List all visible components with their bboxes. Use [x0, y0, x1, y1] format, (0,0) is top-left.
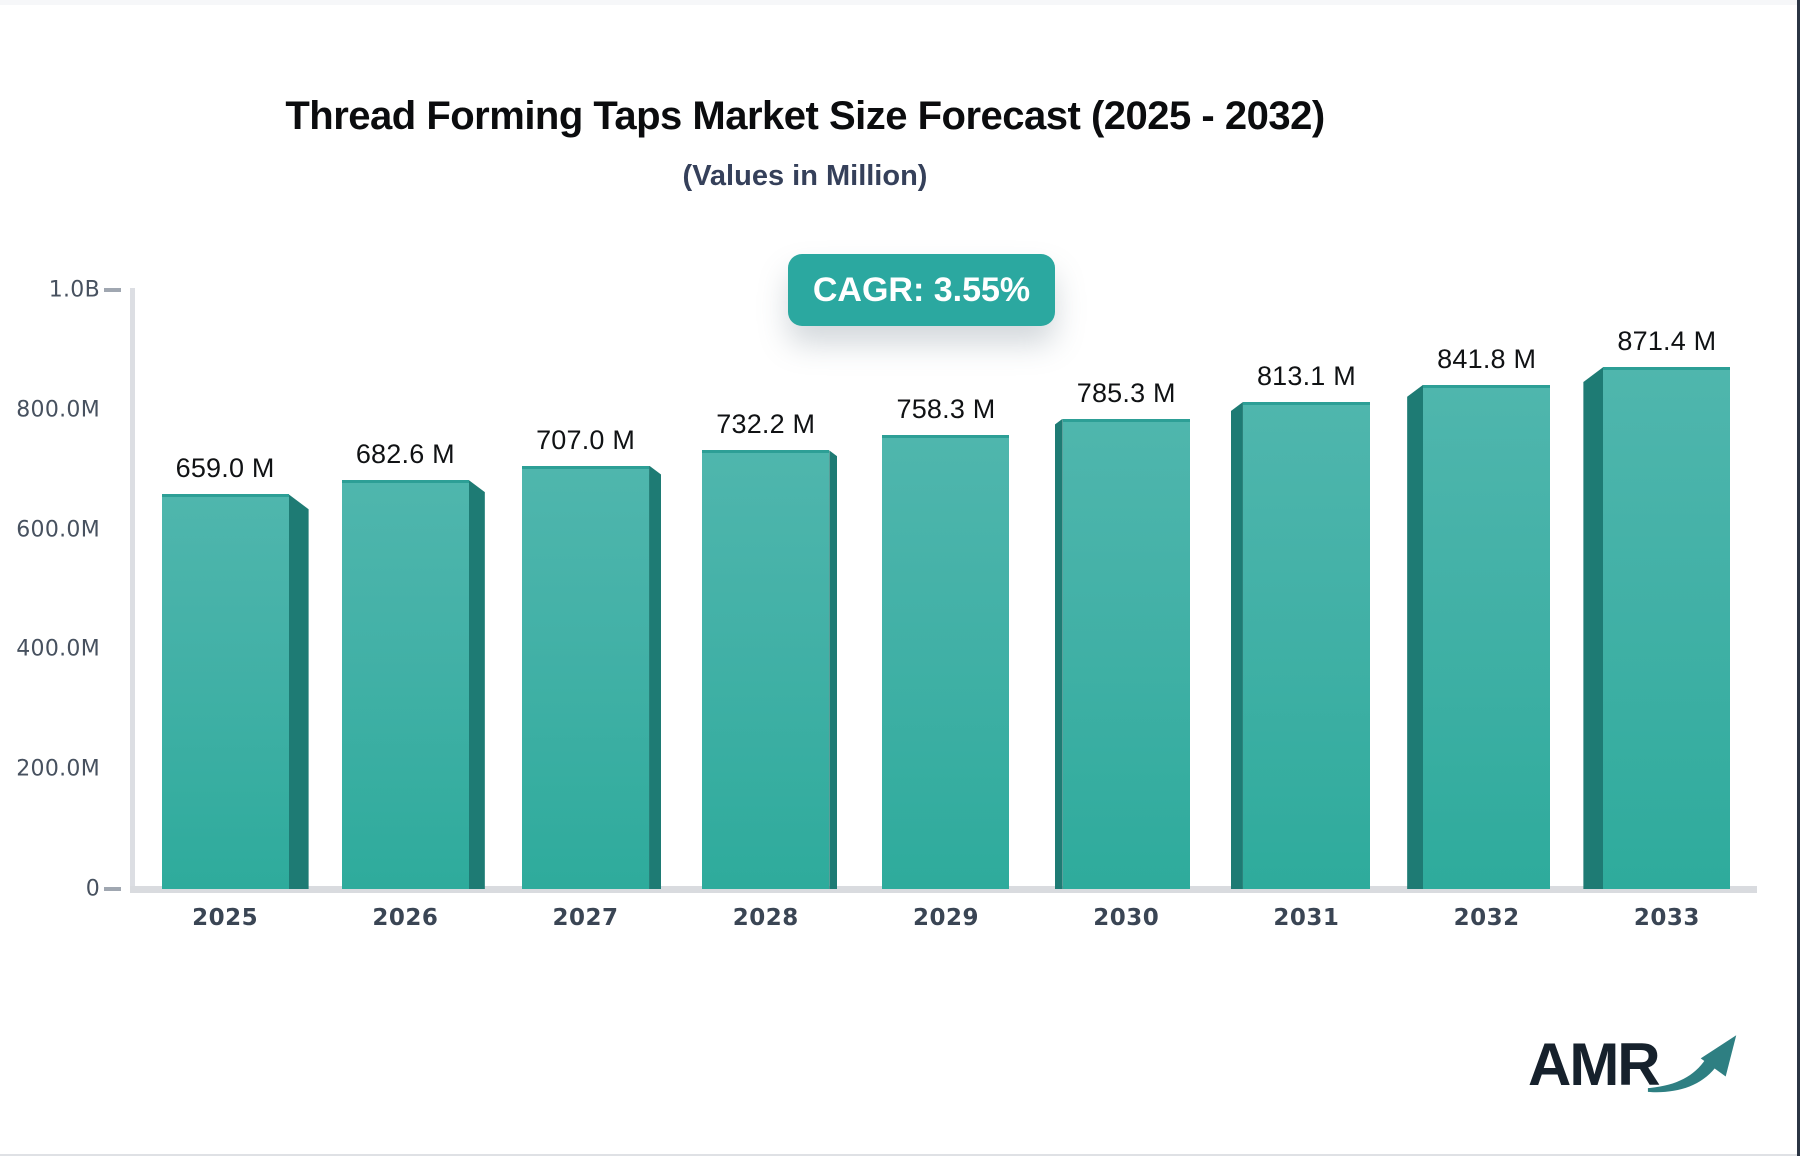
bar-value-label: 707.0 M	[536, 424, 636, 455]
x-axis-label: 2030	[1093, 905, 1160, 931]
x-axis-label: 2026	[372, 905, 439, 931]
bar-group: 659.0 M 2025	[135, 0, 315, 1156]
bar-side-3d	[1054, 418, 1063, 889]
x-axis-label: 2028	[732, 905, 799, 931]
bar-side-3d	[1583, 367, 1604, 889]
bar-value-label: 785.3 M	[1076, 377, 1176, 408]
bottom-edge-strip	[0, 1154, 1800, 1156]
bar-side-3d	[288, 494, 309, 889]
bar-group: 732.2 M 2028	[676, 0, 856, 1156]
x-axis-label: 2029	[912, 905, 979, 931]
x-axis-label: 2031	[1273, 905, 1340, 931]
amr-logo-text: AMR	[1528, 1031, 1661, 1098]
top-edge-strip	[0, 0, 1800, 5]
bar	[882, 434, 1010, 889]
y-axis-label: 200.0M	[16, 756, 100, 782]
right-edge-strip	[1797, 0, 1800, 1156]
y-axis-line	[130, 288, 135, 893]
bar-group: 871.4 M 2033	[1577, 0, 1757, 1156]
x-axis-label: 2027	[552, 905, 619, 931]
x-axis-label: 2032	[1453, 905, 1520, 931]
y-axis-label: 600.0M	[16, 517, 100, 543]
bar	[1423, 384, 1551, 889]
bar	[702, 450, 830, 889]
bar-group: 707.0 M 2027	[495, 0, 675, 1156]
bar-side-3d	[649, 465, 662, 889]
cagr-badge-label: CAGR: 3.55%	[812, 270, 1031, 309]
chart-title: Thread Forming Taps Market Size Forecast…	[285, 94, 1325, 138]
bar-side-3d	[468, 480, 485, 889]
bar	[341, 480, 469, 889]
bar	[161, 494, 289, 889]
x-axis-baseline	[130, 886, 1757, 893]
cagr-badge: CAGR: 3.55%	[788, 254, 1055, 326]
y-axis-tick	[104, 887, 121, 891]
bar-side-3d	[1407, 384, 1424, 889]
bar-value-label: 682.6 M	[355, 439, 455, 470]
amr-logo: AMR	[1528, 1030, 1738, 1110]
bar-value-label: 871.4 M	[1617, 326, 1717, 357]
growth-arrow-icon	[1647, 1035, 1737, 1093]
bar-group: 758.3 M 2029	[856, 0, 1036, 1156]
bar	[522, 465, 650, 889]
bar-value-label: 841.8 M	[1437, 343, 1537, 374]
bar	[1242, 401, 1370, 889]
bar-value-label: 732.2 M	[716, 409, 816, 440]
bar	[1603, 367, 1731, 889]
bar-side-3d	[1230, 401, 1243, 889]
x-axis-label: 2033	[1633, 905, 1700, 931]
bar-value-label: 813.1 M	[1256, 360, 1356, 391]
chart-subtitle: (Values in Million)	[682, 160, 928, 192]
y-axis-tick	[104, 288, 121, 292]
bar	[1062, 418, 1190, 889]
bar-group: 682.6 M 2026	[315, 0, 495, 1156]
bar-group: 841.8 M 2032	[1397, 0, 1577, 1156]
y-axis-label: 800.0M	[16, 397, 100, 423]
y-axis-label: 400.0M	[16, 636, 100, 662]
bar-value-label: 659.0 M	[175, 453, 275, 484]
x-axis-label: 2025	[192, 905, 259, 931]
y-axis-label: 0	[85, 876, 100, 902]
bar-group: 813.1 M 2031	[1216, 0, 1396, 1156]
bar-side-3d	[829, 450, 838, 889]
y-axis-label: 1.0B	[48, 277, 100, 303]
bar-value-label: 758.3 M	[896, 393, 996, 424]
bar-group: 785.3 M 2030	[1036, 0, 1216, 1156]
